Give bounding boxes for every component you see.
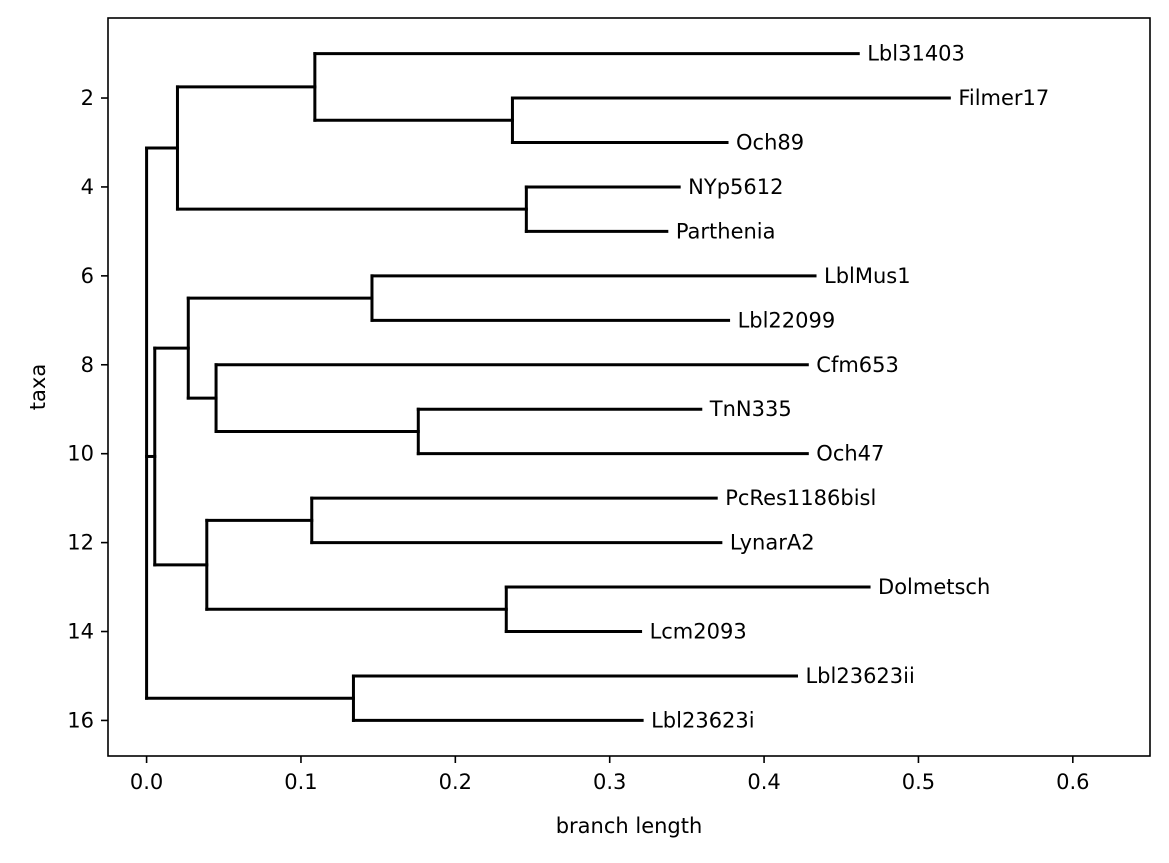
leaf-label: Lbl23623ii (805, 664, 914, 688)
leaf-label: Dolmetsch (878, 575, 990, 599)
leaf-label: Lbl23623i (651, 708, 755, 732)
leaf-label: Parthenia (676, 219, 776, 243)
x-tick-label: 0.1 (284, 770, 317, 794)
x-axis-ticks: 0.0 0.1 0.2 0.3 0.4 0.5 0.6 (130, 756, 1090, 794)
y-tick-label: 8 (81, 353, 94, 377)
leaf-label: LynarA2 (730, 531, 815, 555)
leaf-label: NYp5612 (688, 175, 783, 199)
plot-frame (107, 17, 1151, 757)
leaf-labels: Lbl31403 Filmer17 Och89 NYp5612 Parthenia Lbl… (650, 42, 1050, 733)
leaf-label: Lbl31403 (867, 42, 965, 66)
y-tick-label: 2 (81, 86, 94, 110)
leaf-label: Lbl22099 (738, 308, 836, 332)
leaf-label: Lcm2093 (650, 620, 747, 644)
leaf-label: Cfm653 (816, 353, 899, 377)
leaf-label: Och89 (736, 130, 804, 154)
tree-branches (145, 52, 951, 722)
y-axis-ticks: 2 4 6 8 10 12 14 16 (67, 86, 108, 732)
leaf-label: Och47 (816, 442, 884, 466)
x-tick-label: 0.6 (1056, 770, 1089, 794)
x-tick-label: 0.4 (747, 770, 780, 794)
x-axis-title: branch length (556, 814, 703, 838)
x-tick-label: 0.3 (593, 770, 626, 794)
y-tick-label: 12 (67, 531, 94, 555)
x-tick-label: 0.0 (130, 770, 163, 794)
leaf-label: PcRes1186bisl (725, 486, 876, 510)
y-tick-label: 10 (67, 442, 94, 466)
leaf-label: LblMus1 (824, 264, 911, 288)
y-tick-label: 4 (81, 175, 94, 199)
y-tick-label: 16 (67, 708, 94, 732)
y-tick-label: 14 (67, 620, 94, 644)
leaf-label: Filmer17 (958, 86, 1049, 110)
y-tick-label: 6 (81, 264, 94, 288)
x-tick-label: 0.2 (439, 770, 472, 794)
leaf-label: TnN335 (709, 397, 792, 421)
x-tick-label: 0.5 (902, 770, 935, 794)
y-axis-title: taxa (26, 364, 50, 410)
